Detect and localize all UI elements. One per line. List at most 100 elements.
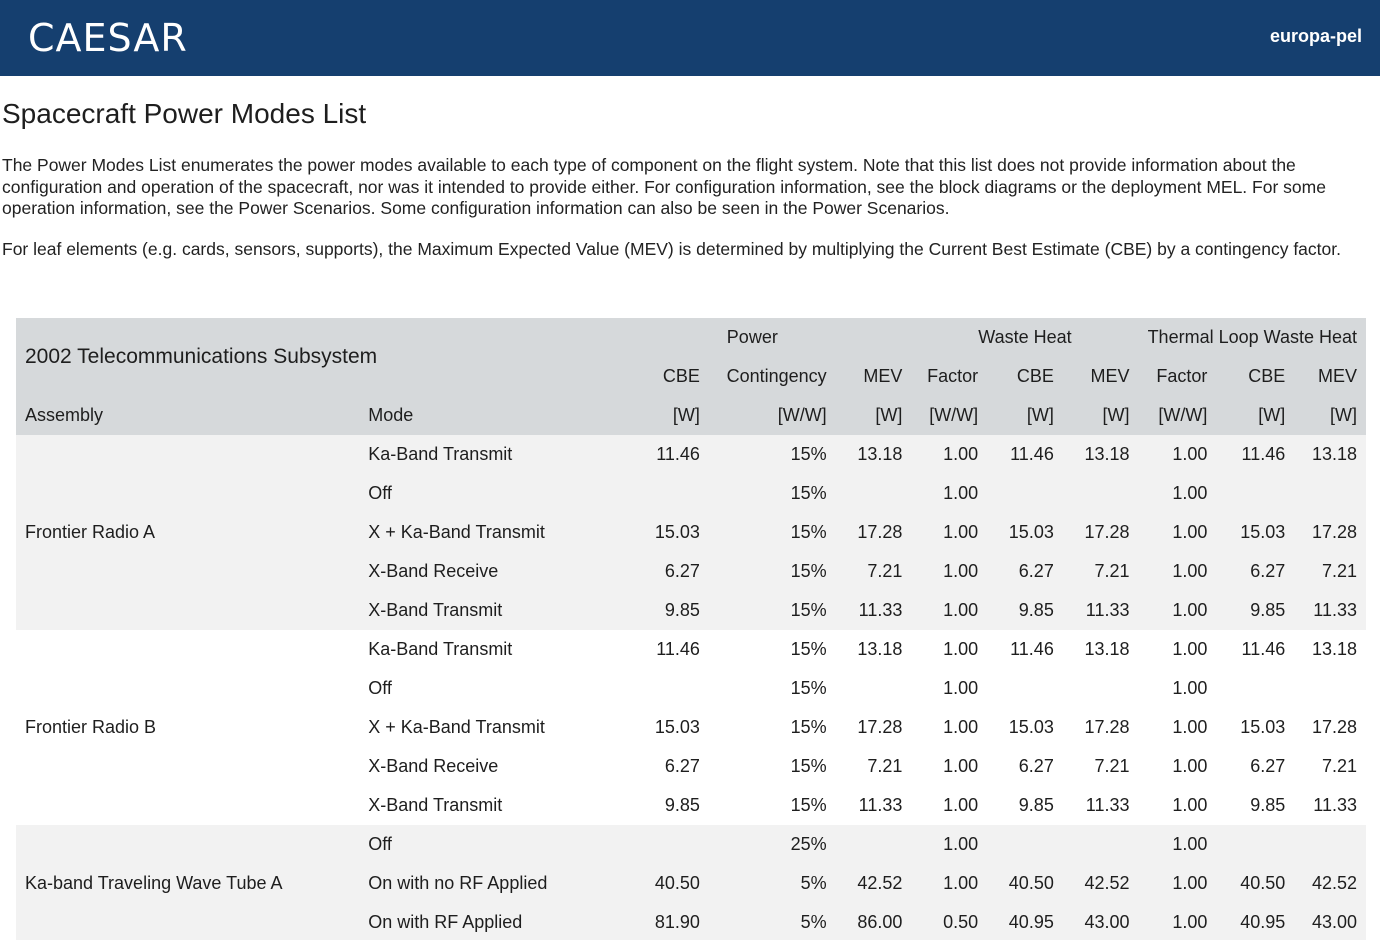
value-cell: 7.21	[1294, 747, 1366, 786]
value-cell	[593, 669, 709, 708]
top-bar: CAESAR europa-pel	[0, 0, 1380, 76]
units-row: Assembly Mode [W] [W/W] [W] [W/W] [W] [W] [W/W…	[16, 396, 1366, 435]
value-cell: 11.46	[593, 630, 709, 669]
value-cell	[1216, 669, 1295, 708]
mode-cell: Off	[359, 474, 594, 513]
value-cell: 9.85	[987, 786, 1063, 825]
value-cell: 1.00	[1138, 630, 1217, 669]
mode-cell: Off	[359, 825, 594, 864]
value-cell: 1.00	[911, 708, 988, 747]
value-cell: 6.27	[1216, 552, 1295, 591]
value-cell: 15.03	[593, 513, 709, 552]
table-row: Frontier Radio A Ka-Band Transmit 11.46 15%…	[16, 435, 1366, 630]
value-cell: 13.18	[1062, 435, 1139, 474]
value-cell: 15.03	[987, 513, 1063, 552]
value-cell	[835, 825, 912, 864]
value-cell: 9.85	[1216, 591, 1295, 630]
value-cell: 7.21	[1062, 552, 1139, 591]
value-cell: 43.00	[1294, 903, 1366, 940]
value-cell: 1.00	[1138, 786, 1217, 825]
value-cell: 1.00	[911, 474, 988, 513]
value-cell	[1216, 825, 1295, 864]
mode-cell: Ka-Band Transmit	[359, 435, 594, 474]
value-cell: 11.33	[1294, 591, 1366, 630]
mode-cell: X-Band Transmit	[359, 591, 594, 630]
value-cell: 9.85	[987, 591, 1063, 630]
sub-header-cell: MEV	[1090, 366, 1130, 386]
value-cell: 13.18	[1294, 435, 1366, 474]
value-cell: 1.00	[1138, 474, 1217, 513]
value-cell: 15%	[708, 708, 836, 747]
value-cell: 42.52	[1062, 864, 1139, 903]
assembly-cell[interactable]: Ka-band Traveling Wave Tube A	[16, 825, 360, 940]
waste-heat-group-header: Waste Heat	[978, 327, 1072, 347]
value-cell	[987, 825, 1063, 864]
value-cell: 40.50	[1216, 864, 1295, 903]
value-cell: 11.46	[1216, 630, 1295, 669]
value-cell: 7.21	[1294, 552, 1366, 591]
value-cell: 1.00	[911, 864, 988, 903]
value-cell: 42.52	[835, 864, 912, 903]
power-group-header: Power	[726, 327, 778, 347]
value-cell: 6.27	[1216, 747, 1295, 786]
sub-header-cell: CBE	[662, 366, 700, 386]
mode-cell: On with no RF Applied	[359, 864, 594, 903]
value-cell: 11.33	[1294, 786, 1366, 825]
value-cell: 15.03	[987, 708, 1063, 747]
project-name[interactable]: europa-pel	[1269, 26, 1362, 46]
value-cell: 6.27	[593, 552, 709, 591]
value-cell: 1.00	[1138, 669, 1217, 708]
value-cell: 15%	[708, 435, 836, 474]
value-cell: 1.00	[1138, 591, 1217, 630]
unit-cell: [W/W]	[1158, 405, 1208, 425]
unit-cell: [W]	[1102, 405, 1130, 425]
value-cell: 0.50	[911, 903, 988, 940]
value-cell: 13.18	[1294, 630, 1366, 669]
unit-cell: [W]	[1258, 405, 1286, 425]
unit-cell: [W]	[1330, 405, 1357, 425]
value-cell: 43.00	[1062, 903, 1139, 940]
value-cell: 11.33	[835, 591, 912, 630]
mode-cell: Ka-Band Transmit	[359, 630, 594, 669]
value-cell: 17.28	[835, 513, 912, 552]
logo-text: CAESAR	[28, 16, 188, 60]
value-cell: 1.00	[911, 825, 988, 864]
value-cell: 6.27	[987, 552, 1063, 591]
table-row: Ka-band Traveling Wave Tube A Off 25% 1.00 1…	[16, 825, 1366, 940]
value-cell: 5%	[708, 864, 836, 903]
table-row: Off 15% 1.00 1.00	[16, 669, 1366, 708]
mode-column-header: Mode	[368, 405, 414, 425]
mode-cell: Off	[359, 669, 594, 708]
value-cell: 11.46	[1216, 435, 1295, 474]
sub-header-cell: Factor	[927, 366, 979, 386]
table-row: X + Ka-Band Transmit 15.03 15% 17.28 1.00 15.…	[16, 513, 1366, 552]
table-row: Off 15% 1.00 1.00	[16, 474, 1366, 513]
value-cell: 13.18	[835, 630, 912, 669]
table-row: X + Ka-Band Transmit 15.03 15% 17.28 1.00 15.…	[16, 708, 1366, 747]
caesar-logo[interactable]: CAESAR	[28, 14, 188, 62]
value-cell: 1.00	[1138, 708, 1217, 747]
value-cell: 1.00	[911, 630, 988, 669]
value-cell: 5%	[708, 903, 836, 940]
value-cell: 25%	[708, 825, 836, 864]
value-cell: 40.50	[987, 864, 1063, 903]
value-cell	[1294, 825, 1366, 864]
value-cell: 13.18	[835, 435, 912, 474]
value-cell: 1.00	[911, 591, 988, 630]
table-header: 2002 Telecommunications Subsystem Power …	[16, 318, 1366, 435]
value-cell	[835, 669, 912, 708]
mode-cell: X-Band Receive	[359, 747, 594, 786]
value-cell: 1.00	[1138, 435, 1217, 474]
value-cell: 15%	[708, 669, 836, 708]
value-cell: 40.95	[987, 903, 1063, 940]
value-cell: 1.00	[911, 435, 988, 474]
value-cell: 42.52	[1294, 864, 1366, 903]
assembly-cell[interactable]: Frontier Radio A	[16, 435, 360, 630]
value-cell: 1.00	[911, 669, 988, 708]
mode-cell: X + Ka-Band Transmit	[359, 513, 594, 552]
assembly-cell[interactable]: Frontier Radio B	[16, 630, 360, 825]
sub-header-cell: MEV	[1317, 366, 1357, 386]
subsystem-title: 2002 Telecommunications Subsystem	[25, 345, 378, 368]
power-modes-table: 2002 Telecommunications Subsystem Power …	[16, 318, 1366, 940]
unit-cell: [W]	[875, 405, 903, 425]
